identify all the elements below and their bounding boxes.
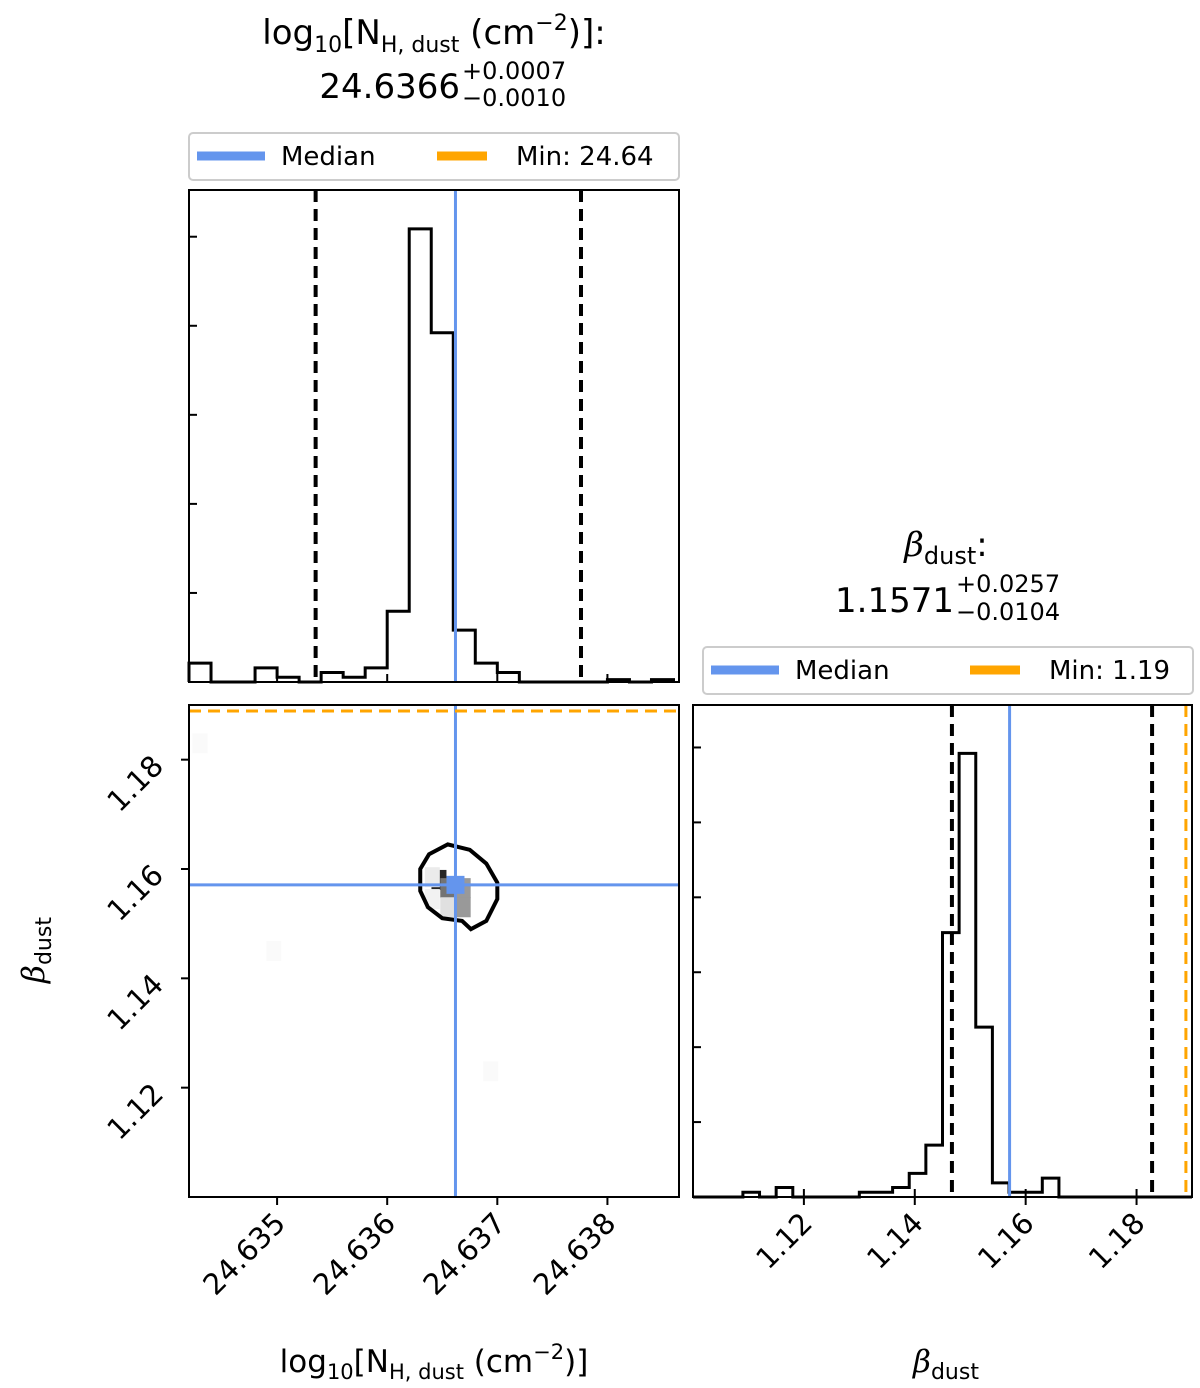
y-tick-label: 1.12 [100,1077,170,1147]
density-cell [483,1061,499,1082]
density-cell [266,941,282,961]
title-nh-dust: log10[NH, dust (cm−2)]: 24.6366 +0.0007 … [262,11,605,112]
panel-frame-top-left [188,189,680,683]
legend-min-label: Min: 24.64 [516,142,654,172]
x-tick-label: 1.16 [971,1206,1041,1276]
x-tick-label: 24.635 [196,1206,292,1302]
legend-top-left: Median Min: 24.64 [188,132,680,181]
histogram-beta-dust [693,705,1192,1199]
svg-text:log10[NH, dust (cm−2)]:: log10[NH, dust (cm−2)]: [262,11,605,58]
title-nh-value: 24.6366 [319,67,460,107]
x-axis-label-nh: log10[NH, dust (cm−2)] [280,1340,589,1384]
title-beta-dust: βdust: 1.1571 +0.0257 −0.0104 [835,525,1060,626]
panel-frame-bottom-left [188,704,680,1198]
x-tick-label: 24.638 [527,1206,623,1302]
title-beta-err-minus: −0.0104 [956,598,1060,626]
x-tick-labels-beta: 1.12 1.14 1.16 1.18 [749,1197,1152,1276]
title-beta-value: 1.1571 [835,581,954,621]
density-cell [192,733,208,754]
legend-median-label: Median [281,142,376,172]
y-tick-labels-beta: 1.12 1.14 1.16 1.18 [100,749,189,1147]
histogram-step-line [693,751,1192,1199]
y-tick-label: 1.18 [100,749,170,819]
histogram-step-line [187,227,675,684]
svg-text:βdust:: βdust: [902,525,987,570]
contour-line [418,842,500,932]
x-tick-labels-nh: 24.635 24.636 24.637 24.638 [196,1197,622,1302]
joint-density-panel [189,705,679,1197]
x-tick-label: 24.637 [416,1206,512,1302]
panel-frame-bottom-right [692,704,1193,1198]
density-cell [440,897,456,918]
x-tick-label: 1.12 [749,1206,819,1276]
x-tick-label: 1.18 [1082,1206,1152,1276]
title-beta-err-plus: +0.0257 [956,570,1060,598]
legend-bottom-right: Median Min: 1.19 [702,646,1194,695]
density-cell [455,897,471,918]
title-nh-err-plus: +0.0007 [462,57,566,85]
y-axis-label-beta: βdust [16,917,57,984]
legend-min-label: Min: 1.19 [1049,656,1170,686]
histogram-nh-dust [187,190,675,684]
density-cell [424,867,440,888]
x-axis-label-beta: βdust [912,1344,979,1385]
x-tick-label: 1.14 [860,1206,930,1276]
y-tick-label: 1.16 [100,858,170,928]
x-tick-label: 24.636 [306,1206,402,1302]
median-marker [446,875,465,894]
y-tick-label: 1.14 [100,967,170,1037]
legend-median-label: Median [795,656,890,686]
title-nh-err-minus: −0.0010 [462,84,566,112]
